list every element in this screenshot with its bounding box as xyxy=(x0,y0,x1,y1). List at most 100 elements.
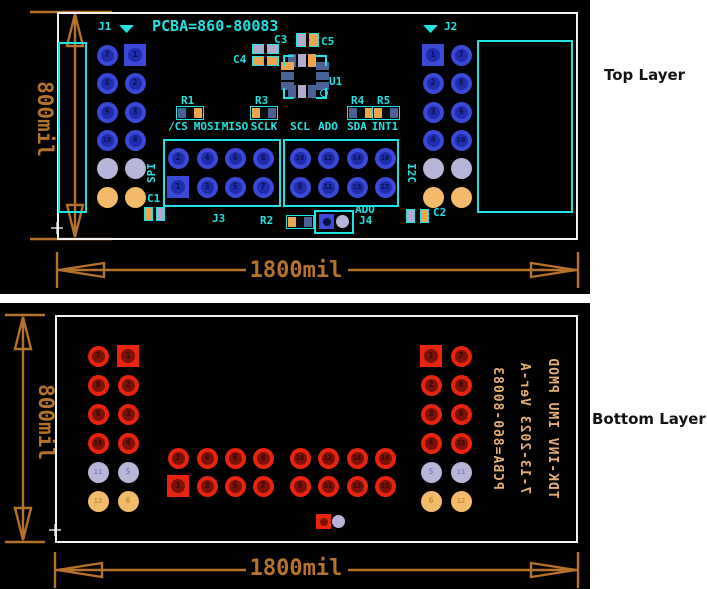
resistor-segment xyxy=(260,108,268,118)
pad-hole: 8 xyxy=(256,151,270,165)
pad-hole: 9 xyxy=(91,407,105,421)
top-layer-label: Top Layer xyxy=(604,66,686,84)
dimension-lines xyxy=(5,313,580,588)
pad-hole: 1 xyxy=(426,48,440,62)
pad-hole: 1 xyxy=(121,349,135,363)
pad-hole: 14 xyxy=(350,451,364,465)
pin-pad: 12 xyxy=(450,490,472,512)
u1-pad xyxy=(288,54,296,67)
pad-hole: 1 xyxy=(424,349,438,363)
j2-connector-body xyxy=(477,40,573,213)
resistor-segment xyxy=(252,108,260,118)
dim-horizontal-top: 1800mil xyxy=(249,258,343,283)
bottom-round-pad xyxy=(332,515,345,528)
pad-hole: 1 xyxy=(171,479,185,493)
pin-pad xyxy=(422,157,444,179)
j1-connector-body xyxy=(58,42,87,213)
resistor-segment xyxy=(365,108,373,118)
pin-pad: 8 xyxy=(96,72,118,94)
pin-pad: 11 xyxy=(317,176,339,198)
pad-hole: 3 xyxy=(424,407,438,421)
resistor-segment xyxy=(194,108,202,118)
pad-hole: 10 xyxy=(454,133,468,147)
capacitor-pad-c5 xyxy=(296,33,306,47)
pin-pad: 4 xyxy=(422,129,444,151)
pad-hole: 9 xyxy=(293,479,307,493)
u1-pad xyxy=(298,85,306,98)
pin-pad: 3 xyxy=(117,403,139,425)
pin-pad: 8 xyxy=(450,72,472,94)
pin-pad: 2 xyxy=(167,447,189,469)
pin-pad: 12 xyxy=(317,147,339,169)
pin-pad: 4 xyxy=(420,432,442,454)
pad-hole: 3 xyxy=(200,479,214,493)
resistor-segment xyxy=(382,108,390,118)
pin-pad: 3 xyxy=(420,403,442,425)
pad-hole: 14 xyxy=(350,151,364,165)
pin-pad: 10 xyxy=(96,129,118,151)
resistor-r5 xyxy=(372,106,400,120)
pin-pad: 3 xyxy=(422,101,444,123)
pin-pad: 1 xyxy=(124,44,146,66)
resistor-segment xyxy=(296,217,304,227)
pad-hole: 7 xyxy=(454,48,468,62)
pad-hole: 15 xyxy=(378,180,392,194)
pin-pad: 8 xyxy=(87,374,109,396)
pin-pad: 9 xyxy=(450,101,472,123)
pad-hole: 6 xyxy=(228,151,242,165)
capacitor-pad-c1 xyxy=(156,207,165,221)
capacitor-pad-c3 xyxy=(267,56,279,66)
signal-label-sda: SDA xyxy=(347,120,367,133)
pin-pad: 10 xyxy=(289,447,311,469)
pad-hole: 12 xyxy=(321,451,335,465)
capacitor-pad-c5 xyxy=(309,33,319,47)
dim-horizontal-bottom: 1800mil xyxy=(249,556,343,581)
capacitor-pad-c2 xyxy=(406,209,415,223)
j4-signal-label: ADO xyxy=(355,203,375,216)
pin-pad: 14 xyxy=(346,147,368,169)
pad-hole: 4 xyxy=(200,451,214,465)
signal-label-int1: INT1 xyxy=(371,120,399,133)
u1-pad xyxy=(298,54,306,67)
pin-pad xyxy=(96,157,118,179)
pin-pad: 3 xyxy=(196,475,218,497)
pad-hole: 7 xyxy=(91,349,105,363)
pad-hole: 2 xyxy=(171,151,185,165)
pin-pad: 4 xyxy=(117,432,139,454)
resistor-segment xyxy=(288,217,296,227)
pad-hole: 4 xyxy=(424,436,438,450)
pad-hole: 3 xyxy=(426,105,440,119)
pin-pad: 4 xyxy=(196,447,218,469)
signal-label-ado: ADO xyxy=(318,120,338,133)
pad-hole: 10 xyxy=(293,151,307,165)
pin-pad: 3 xyxy=(196,176,218,198)
pin-pad: 5 xyxy=(420,461,442,483)
pin-pad: 9 xyxy=(96,101,118,123)
u1-pad xyxy=(281,82,294,90)
u1-pad xyxy=(281,72,294,80)
resistor-r1 xyxy=(176,106,204,120)
r4-refdes: R4 xyxy=(351,94,365,107)
pad-hole: 2 xyxy=(424,378,438,392)
bottom-square-pad xyxy=(316,514,331,529)
pad-hole: 9 xyxy=(293,180,307,194)
pad-hole: 4 xyxy=(200,151,214,165)
r1-refdes: R1 xyxy=(181,94,195,107)
spi-bus-label: SPI xyxy=(144,163,158,183)
pad-hole: 10 xyxy=(293,451,307,465)
pin-pad: 11 xyxy=(87,461,109,483)
resistor-r4 xyxy=(347,106,375,120)
j4-square-pad xyxy=(319,214,334,229)
signal-label-miso: MISO xyxy=(221,120,249,133)
capacitor-pad-c1 xyxy=(144,207,153,221)
resistor-r3 xyxy=(250,106,278,120)
pad-hole: 2 xyxy=(171,451,185,465)
pad-hole: 12 xyxy=(321,151,335,165)
pin-pad: 12 xyxy=(317,447,339,469)
pin-pad: 1 xyxy=(117,345,139,367)
u1-pad xyxy=(308,54,316,67)
pin-pad: 9 xyxy=(289,176,311,198)
j4-round-pad xyxy=(336,215,349,228)
j4-outline xyxy=(314,210,354,234)
pad-hole: 13 xyxy=(350,180,364,194)
